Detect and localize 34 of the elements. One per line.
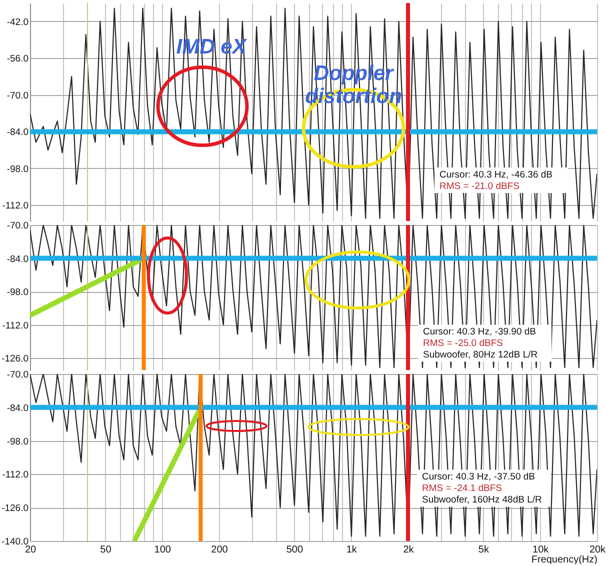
x-tick-label: 500 — [286, 544, 304, 556]
y-tick-label: -98.0 — [6, 287, 28, 298]
y-tick-label: -112.0 — [2, 320, 28, 332]
y-tick-label: -126.0 — [2, 503, 28, 514]
annotation: RMS = -21.0 dBFS — [440, 181, 520, 192]
x-tick-label: 1k — [346, 544, 358, 556]
y-tick-label: -112.0 — [2, 200, 28, 212]
annotation: Subwoofer, 160Hz 48dB L/R — [422, 494, 542, 506]
y-tick-label: -84.0 — [6, 254, 28, 265]
y-tick-label: -84.0 — [6, 402, 28, 414]
x-tick-label: 20k — [589, 544, 607, 556]
x-tick-label: 100 — [154, 544, 172, 556]
annotation: RMS = -24.1 dBFS — [422, 483, 502, 494]
x-tick-label: 200 — [211, 544, 228, 556]
y-tick-label: -70.0 — [6, 90, 28, 102]
x-tick-label: 50 — [100, 544, 112, 556]
y-tick-label: -42.0 — [6, 16, 28, 28]
y-tick-label: -56.0 — [6, 54, 28, 65]
x-tick-label: 20 — [24, 544, 36, 556]
annotation: RMS = -25.0 dBFS — [423, 338, 503, 350]
y-tick-label: -84.0 — [6, 127, 28, 138]
y-tick-label: -126.0 — [2, 354, 28, 365]
annotation: Cursor: 40.3 Hz, -46.36 dB — [440, 170, 552, 180]
annotation: Cursor: 40.3 Hz, -39.90 dB — [423, 326, 536, 338]
x-tick-label: 5k — [478, 544, 490, 556]
y-tick-label: -112.0 — [2, 470, 28, 481]
x-tick-label: 2k — [403, 544, 415, 556]
x-tick-label: 10k — [532, 544, 550, 556]
y-tick-label: -70.0 — [6, 370, 28, 380]
y-tick-label: -98.0 — [6, 436, 28, 448]
y-tick-label: -70.0 — [6, 220, 28, 232]
y-tick-label: -98.0 — [6, 164, 28, 175]
annotation: Subwoofer, 80Hz 12dB L/R — [423, 350, 538, 361]
annotation: Cursor: 40.3 Hz, -37.50 dB — [422, 472, 535, 483]
